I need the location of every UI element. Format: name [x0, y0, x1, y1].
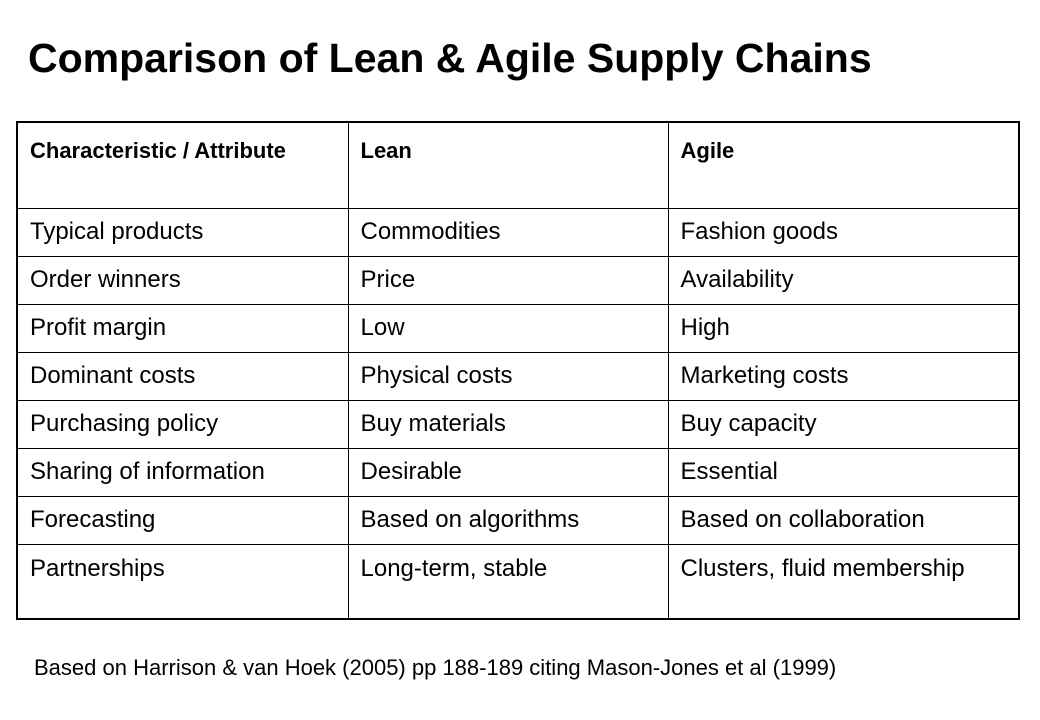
table-cell: Essential — [667, 447, 1020, 497]
table-cell: Desirable — [347, 447, 669, 497]
table-row: Purchasing policy Buy materials Buy capa… — [16, 399, 1020, 449]
table-cell: Commodities — [347, 207, 669, 257]
table-row: Dominant costs Physical costs Marketing … — [16, 351, 1020, 401]
table-cell: Availability — [667, 255, 1020, 305]
table-cell: Dominant costs — [16, 351, 349, 401]
source-footnote: Based on Harrison & van Hoek (2005) pp 1… — [34, 655, 837, 680]
table-cell: Based on collaboration — [667, 495, 1020, 545]
table-row: Forecasting Based on algorithms Based on… — [16, 495, 1020, 545]
table-cell: Based on algorithms — [347, 495, 669, 545]
table-cell: Low — [347, 303, 669, 353]
header-agile: Agile — [667, 121, 1020, 209]
table-cell: Long-term, stable — [347, 543, 669, 620]
table-cell: Clusters, fluid membership — [667, 543, 1020, 620]
comparison-table: Characteristic / Attribute Lean Agile Ty… — [16, 121, 1020, 620]
table-cell: Physical costs — [347, 351, 669, 401]
table-cell: Fashion goods — [667, 207, 1020, 257]
table-cell: Marketing costs — [667, 351, 1020, 401]
table-row: Partnerships Long-term, stable Clusters,… — [16, 543, 1020, 620]
table-cell: Order winners — [16, 255, 349, 305]
table-cell: Purchasing policy — [16, 399, 349, 449]
table-cell: Buy materials — [347, 399, 669, 449]
table-cell: Partnerships — [16, 543, 349, 620]
table-row: Profit margin Low High — [16, 303, 1020, 353]
table-cell: Price — [347, 255, 669, 305]
table-cell: Typical products — [16, 207, 349, 257]
table-header-row: Characteristic / Attribute Lean Agile — [16, 121, 1020, 209]
header-characteristic: Characteristic / Attribute — [16, 121, 349, 209]
table-row: Order winners Price Availability — [16, 255, 1020, 305]
table-row: Sharing of information Desirable Essenti… — [16, 447, 1020, 497]
table-cell: Forecasting — [16, 495, 349, 545]
header-lean: Lean — [347, 121, 669, 209]
table-cell: Buy capacity — [667, 399, 1020, 449]
page-title: Comparison of Lean & Agile Supply Chains — [28, 35, 872, 81]
table-cell: Profit margin — [16, 303, 349, 353]
table-row: Typical products Commodities Fashion goo… — [16, 207, 1020, 257]
table-cell: High — [667, 303, 1020, 353]
table-cell: Sharing of information — [16, 447, 349, 497]
